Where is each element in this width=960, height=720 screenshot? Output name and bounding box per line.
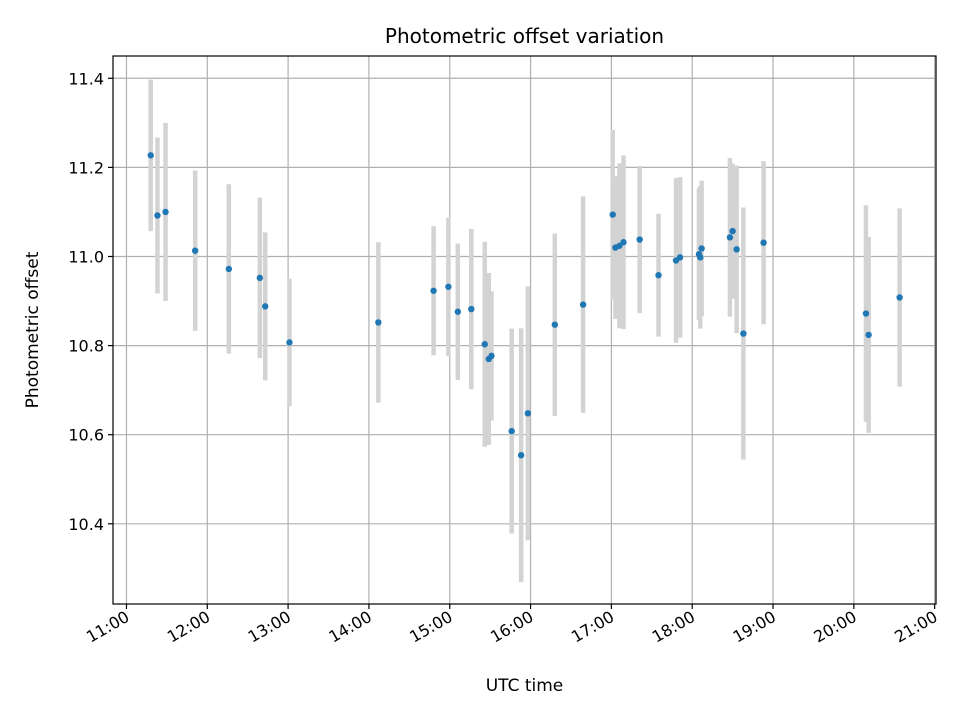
data-point: [286, 339, 293, 346]
data-point: [729, 227, 736, 235]
y-tick-label: 10.4: [68, 515, 104, 534]
data-point: [733, 246, 740, 253]
y-tick-label: 10.8: [68, 337, 104, 356]
data-point: [697, 254, 704, 261]
data-point: [676, 254, 684, 261]
data-point: [468, 305, 475, 313]
data-point: [896, 294, 903, 301]
data-point: [481, 341, 488, 348]
data-point: [609, 211, 616, 218]
data-point: [454, 308, 462, 315]
data-point: [862, 310, 870, 317]
grid: [113, 56, 936, 604]
x-axis-label: UTC time: [486, 676, 564, 696]
data-point: [517, 451, 525, 459]
y-tick-label: 11.4: [68, 69, 104, 88]
data-point: [726, 234, 734, 241]
data-point: [225, 265, 233, 273]
data-point: [865, 331, 872, 339]
data-point: [636, 236, 643, 243]
data-point: [162, 208, 169, 216]
data-point: [445, 283, 452, 290]
data-point: [375, 319, 382, 326]
y-tick-label: 10.6: [68, 426, 104, 445]
data-point: [620, 239, 627, 246]
data-point: [551, 321, 559, 328]
y-axis-ticks: 10.4 10.6 10.8 11.0 11.2 11.4: [68, 69, 113, 534]
data-point: [191, 247, 199, 254]
data-point: [430, 287, 437, 294]
data-point: [262, 303, 269, 310]
data-point: [524, 410, 532, 417]
data-point: [655, 272, 662, 279]
data-point: [256, 274, 264, 282]
data-point: [698, 245, 705, 252]
data-point: [488, 352, 495, 360]
y-tick-label: 11.2: [68, 158, 104, 177]
axes-frame: [112, 55, 937, 605]
data-point: [147, 152, 154, 159]
data-point: [154, 212, 161, 219]
data-point: [579, 301, 587, 308]
data-point: [740, 330, 747, 337]
data-point: [508, 427, 515, 435]
data-point: [760, 239, 767, 246]
y-tick-label: 11.0: [68, 247, 104, 266]
data-points: [147, 152, 903, 459]
chart-title: Photometric offset variation: [385, 24, 664, 48]
y-axis-label: Photometric offset: [23, 251, 43, 408]
